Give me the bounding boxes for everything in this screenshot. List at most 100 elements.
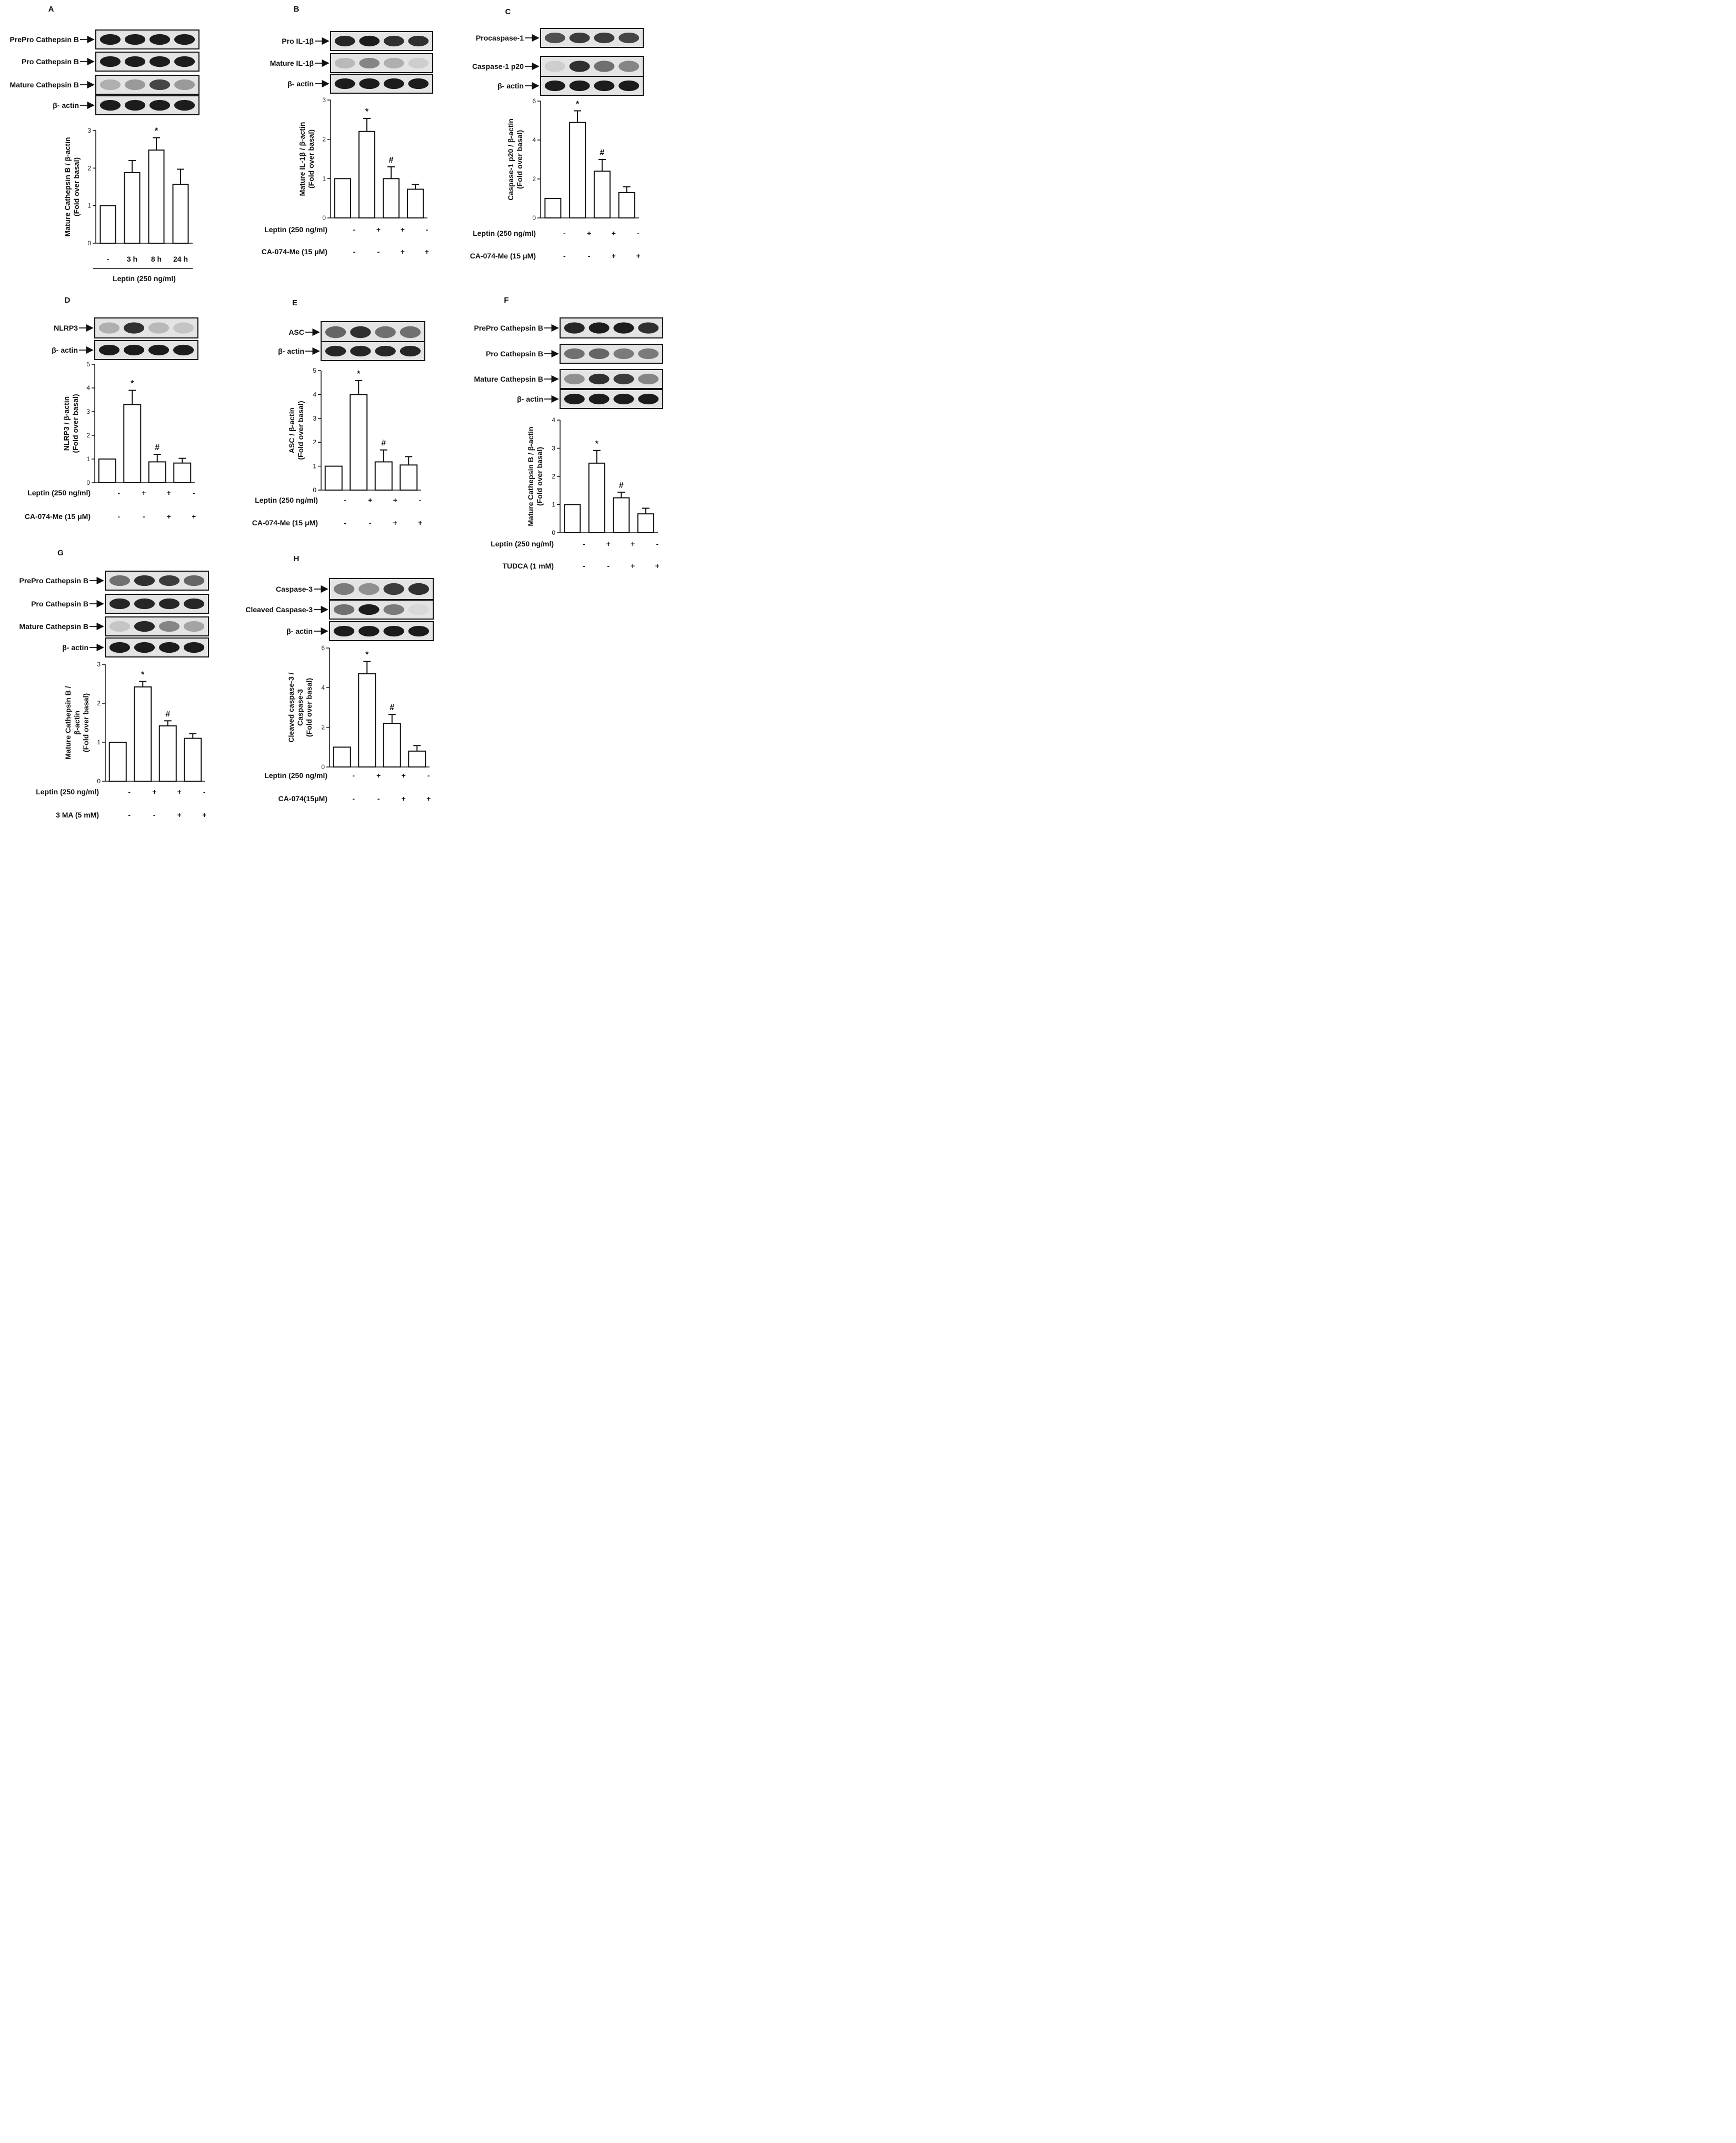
blot-band [564,373,585,385]
bar [407,188,424,219]
blot-band [325,345,346,357]
blot-strip [94,340,198,360]
treatment-sign: + [393,519,397,527]
panel-h: H Caspase-3 Cleaved Caspase-3 β- actin 0 2 4 6 C… [245,554,434,803]
blot-band [158,642,180,653]
blot-band [359,57,380,69]
blot-band [148,322,169,334]
blot-band [359,35,380,47]
bar [593,171,611,219]
bar [383,178,400,219]
blot-band [569,80,590,92]
bar [350,394,368,491]
y-tick-label: 5 [313,367,316,374]
y-axis-label: Mature Cathepsin B / β-actin [63,137,72,236]
blot-band [638,373,659,385]
blot-label: NLRP3 [54,324,78,332]
blot-strip [105,594,209,614]
treatment-sign: - [427,771,430,780]
blot-band [134,621,155,632]
panel-letter: B [294,5,300,14]
treatment-sign: + [418,519,422,527]
bar [148,461,166,484]
blot-frame [94,317,198,338]
y-tick-label: 0 [552,529,555,536]
treatment-sign: - [583,540,585,548]
blot-band [383,35,404,47]
y-tick-label: 1 [552,501,555,509]
blot-strip [560,344,663,364]
blot-label: Caspase-3 [276,585,313,593]
treatment-sign: + [631,562,635,570]
blot-band [134,598,155,610]
y-axis-label: (Fold over basal) [535,447,544,506]
bar [108,742,127,782]
blot-strip [330,53,433,73]
blot-band [148,344,169,356]
y-tick-label: 2 [321,724,325,731]
blot-label: Pro Cathepsin B [22,57,79,66]
treatment-sign: - [588,252,591,260]
blot-frame [95,75,199,95]
treatment-sign: - [353,225,356,234]
blot-band [109,575,131,586]
blot-band [400,345,421,357]
treatment-label: Leptin (250 ng/ml) [36,788,99,796]
blot-band [383,583,404,595]
blot-label: Caspase-1 p20 [472,62,524,71]
y-tick-label: 3 [322,96,326,104]
treatment-label: CA-074-Me (15 μM) [470,252,536,260]
treatment-sign: - [153,811,156,819]
bar [134,686,152,782]
blot-strip [560,389,663,409]
blot-band [594,61,615,72]
treatment-sign: - [117,489,120,497]
blot-band [359,78,380,89]
blot-band [408,583,430,595]
blot-label: β- actin [286,627,313,635]
treatment-sign: + [177,811,182,819]
treatment-sign: + [402,794,406,803]
treatment-sign: + [368,496,372,504]
blot-label: β- actin [278,347,304,355]
bar [98,458,116,483]
bar [564,504,581,533]
treatment-sign: - [607,562,610,570]
treatment-label: 3 MA (5 mM) [56,811,99,819]
treatment-sign: - [352,771,355,780]
y-axis-label: (Fold over basal) [71,394,79,453]
blot-band [408,604,430,615]
y-tick-label: 2 [87,164,91,172]
blot-strip [540,28,644,48]
panel-letter: C [505,7,511,16]
treatment-label: Leptin (250 ng/ml) [27,489,91,497]
blot-label: β- actin [497,82,524,90]
bar [569,122,586,218]
treatment-label: Leptin (250 ng/ml) [491,540,554,548]
blot-band [99,79,121,91]
y-axis-label: (Fold over basal) [296,401,305,460]
y-axis-label: Mature Cathepsin B / β-actin [526,426,535,526]
treatment-sign: - [203,788,206,796]
blot-label: Mature Cathepsin B [474,375,543,383]
y-tick-label: 2 [86,432,90,439]
blot-band [588,373,610,385]
blot-band [124,79,146,91]
blot-band [588,393,610,405]
y-tick-label: 6 [321,644,325,652]
significance-mark: # [390,703,394,712]
y-axis-label: (Fold over basal) [82,693,90,752]
treatment-sign: + [631,540,635,548]
y-axis-label: ASC / β-actin [287,407,296,453]
blot-band [613,393,634,405]
y-tick-label: 4 [532,136,536,144]
y-tick-label: 4 [313,391,316,398]
treatment-label: CA-074(15μM) [278,794,327,803]
blot-band [149,56,171,67]
y-axis-label: Caspase-1 p20 / β-actin [506,118,515,201]
y-axis-label: NLRP3 / β-actin [62,396,71,451]
treatment-label: Leptin (250 ng/ml) [264,771,327,780]
blot-band [375,345,396,357]
blot-strip [105,616,209,636]
treatment-sign: + [612,252,616,260]
